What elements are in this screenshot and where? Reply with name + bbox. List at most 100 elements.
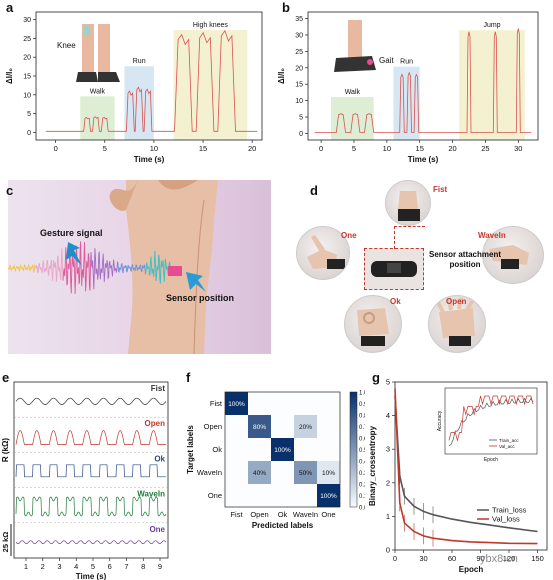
- region-run: [393, 66, 420, 140]
- heatmap-cell-label: 40%: [253, 470, 266, 477]
- colorbar-tick-label: 0.6: [359, 437, 365, 443]
- gesture-label-wavein: WaveIn: [478, 231, 506, 240]
- x-tick-label: 30: [419, 554, 427, 563]
- inset-legend-label: Val_acc: [499, 444, 515, 449]
- x-tick-label: 5: [91, 562, 95, 571]
- x-tick-label: 6: [108, 562, 112, 571]
- x-axis-label: Time (s): [134, 155, 165, 164]
- gesture-photo-wavein: [482, 226, 544, 284]
- gesture-label-open: Open: [446, 297, 467, 306]
- knee-figure: [76, 24, 120, 82]
- waveform-segment: [117, 263, 146, 275]
- x-tick-label: 0: [319, 144, 323, 153]
- heatmap-cell-empty: [294, 392, 317, 415]
- y-tick-label: 35: [295, 16, 303, 23]
- gesture-label-ok: Ok: [390, 297, 401, 306]
- chart-f: 100% 80% 20% 100% 40% 50% 10% 100% Fist Open Ok Wav…: [186, 391, 365, 531]
- x-category-label: Ok: [278, 510, 288, 519]
- heatmap-cell: [248, 415, 271, 438]
- x-axis-label: Epoch: [459, 565, 484, 574]
- sensor-callout-line: [394, 226, 425, 249]
- watermark: ybx8.cn: [480, 553, 518, 565]
- colorbar-tick-label: 0.1: [359, 494, 365, 500]
- y-tick-label: 5: [386, 378, 390, 387]
- gesture-label-one: One: [341, 231, 357, 240]
- panel-letter-g: g: [372, 370, 380, 385]
- y-category-label: One: [208, 491, 222, 500]
- y-category-label: WaveIn: [197, 468, 222, 477]
- x-axis-label: Time (s): [408, 155, 439, 164]
- y-axis-label: R (kΩ): [1, 438, 10, 463]
- heatmap-cell-empty: [248, 484, 271, 507]
- y-tick-label: 1: [386, 512, 390, 521]
- colorbar-tick-label: 0.9: [359, 402, 365, 408]
- heatmap-cell-empty: [248, 392, 271, 415]
- y-tick-label: 10: [295, 98, 303, 105]
- y-tick-label: 15: [295, 82, 303, 89]
- inset-frame: [444, 387, 538, 455]
- y-tick-label: 25: [23, 36, 31, 43]
- sensor-attachment-photo: [364, 248, 424, 290]
- x-tick-label: 60: [448, 554, 456, 563]
- gait-figure: [334, 20, 376, 72]
- gesture-waveform: [8, 241, 174, 294]
- trace-label-fist: Fist: [151, 384, 166, 393]
- colorbar-tick-label: 0.0: [359, 506, 365, 512]
- x-tick-label: 3: [57, 562, 61, 571]
- x-tick-label: 120: [503, 554, 516, 563]
- y-tick-label: 0: [27, 130, 31, 137]
- axes-frame: [13, 381, 169, 559]
- heatmap-cell-label: 100%: [228, 401, 245, 408]
- region-label-walk: Walk: [90, 88, 106, 95]
- heatmap-cell-empty: [317, 415, 340, 438]
- y-tick-label: 10: [23, 92, 31, 99]
- sensor-arrow-icon: [186, 272, 206, 292]
- sensor-patch: [168, 266, 182, 276]
- heatmap-cell-empty: [317, 392, 340, 415]
- region-label-walk: Walk: [345, 89, 361, 96]
- panel-letter-d: d: [310, 183, 318, 198]
- heatmap-frame: [224, 391, 341, 508]
- heatmap-cell: [271, 438, 294, 461]
- sensor-position-label: Sensor position: [166, 293, 235, 303]
- inset-y-label: Accuracy: [437, 410, 443, 431]
- scale-bar-label: 25 kΩ: [1, 532, 10, 553]
- chart-g: 0 30 60 90 120 150 0 1 2 3 4 5 Epoch Binary_crossentr…: [368, 378, 548, 574]
- axes-frame: [307, 11, 539, 141]
- heatmap-cell-empty: [271, 392, 294, 415]
- y-tick-label: 4: [386, 411, 390, 420]
- heatmap-cell-label: 10%: [322, 470, 335, 477]
- inset-x-label: Epoch: [484, 457, 498, 463]
- y-tick-label: 25: [295, 49, 303, 56]
- colorbar: [349, 391, 358, 508]
- x-tick-label: 150: [531, 554, 544, 563]
- wrist-illustration: [8, 180, 218, 354]
- gesture-arrow-icon: [66, 242, 82, 266]
- x-tick-label: 10: [383, 144, 391, 153]
- y-axis-label: Binary_crossentropy: [368, 425, 377, 506]
- heatmap-cell-empty: [271, 415, 294, 438]
- colorbar-tick-label: 0.2: [359, 483, 365, 489]
- y-tick-label: 20: [23, 55, 31, 62]
- panel-letter-e: e: [2, 370, 10, 385]
- legend-label-val-loss: Val_loss: [492, 515, 520, 524]
- x-tick-label: 7: [124, 562, 128, 571]
- x-category-label: Open: [250, 510, 268, 519]
- x-tick-label: 8: [141, 562, 145, 571]
- y-tick-label: 30: [295, 32, 303, 39]
- knee-sensor: [84, 26, 90, 36]
- signal-line: [314, 28, 532, 133]
- colorbar-tick-label: 0.5: [359, 448, 365, 454]
- x-tick-label: 15: [416, 144, 424, 153]
- trace-label-wavein: WaveIn: [137, 490, 165, 499]
- gait-sensor: [367, 59, 373, 65]
- heatmap-cell-label: 20%: [299, 424, 312, 431]
- region-run: [124, 66, 154, 140]
- panel-letter-b: b: [282, 0, 290, 15]
- heatmap-cell: [317, 461, 340, 484]
- y-tick-label: 20: [295, 65, 303, 72]
- x-tick-label: 0: [54, 144, 58, 153]
- panel-letter-a: a: [6, 0, 14, 15]
- x-axis-label: Time (s): [76, 572, 107, 580]
- waveform-segment: [62, 241, 91, 294]
